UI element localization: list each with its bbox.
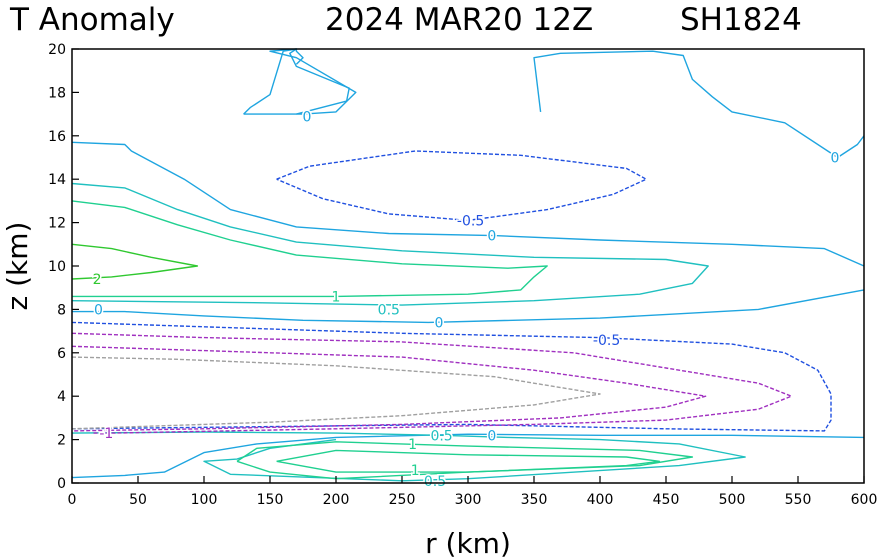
title-center: 2024 MAR20 12Z — [325, 2, 593, 38]
contour-label-9: -0.5 — [593, 333, 620, 349]
x-tick-label-10: 500 — [719, 492, 746, 508]
contour-line-neg0p5-13 — [71, 321, 832, 432]
contour-line-0p5-7 — [71, 431, 746, 482]
contour-label-4: 2 — [93, 272, 102, 288]
x-tick-label-5: 250 — [389, 492, 416, 508]
x-tick-label-6: 300 — [455, 492, 482, 508]
x-axis-ticks: 0 50 100 150 200 250 300 350 400 450 500 550 600 — [68, 476, 878, 508]
x-tick-label-0: 0 — [68, 492, 77, 508]
contour-label-14: 1 — [411, 463, 420, 479]
x-tick-label-2: 100 — [191, 492, 218, 508]
x-axis-label: r (km) — [425, 527, 511, 559]
contour-line-neg1p5-16 — [71, 356, 601, 430]
contour-label-7: 0 — [94, 302, 103, 318]
contour-label-6: 0.5 — [378, 302, 400, 318]
x-tick-label-12: 600 — [851, 492, 878, 508]
y-tick-label-10: 20 — [48, 42, 66, 58]
x-tick-label-11: 550 — [785, 492, 812, 508]
x-tick-label-1: 50 — [129, 492, 147, 508]
contour-line-0-3 — [71, 141, 865, 267]
title-right: SH1824 — [680, 2, 802, 38]
y-tick-label-5: 10 — [48, 259, 66, 275]
contour-line-0-4 — [72, 289, 865, 324]
contour-label-3: 0 — [487, 229, 496, 245]
contour-line-neg0p5-12 — [276, 150, 647, 222]
contour-label-5: 1 — [332, 289, 341, 305]
y-tick-label-4: 8 — [57, 302, 66, 318]
contour-label-2: -0.5 — [457, 213, 484, 229]
x-tick-label-9: 450 — [653, 492, 680, 508]
contour-line-0p5-6 — [71, 182, 709, 306]
contour-label-11: 0.5 — [430, 428, 452, 444]
contour-label-12: 0 — [487, 428, 496, 444]
contour-label-10: -1 — [99, 426, 113, 442]
contour-line-1-9 — [236, 441, 694, 480]
y-tick-label-0: 0 — [57, 476, 66, 492]
contour-line-0-2 — [533, 50, 865, 159]
contour-line-2-11 — [71, 243, 199, 280]
contour-label-0: 0 — [303, 109, 312, 125]
contour-line-neg1-14 — [71, 332, 793, 434]
contour-lines — [71, 48, 865, 482]
y-tick-label-6: 12 — [48, 216, 66, 232]
y-tick-label-7: 14 — [48, 172, 66, 188]
contour-label-15: 0.5 — [424, 474, 446, 490]
x-tick-label-8: 400 — [587, 492, 614, 508]
contour-line-0-1 — [243, 48, 350, 115]
contour-label-13: 1 — [408, 437, 417, 453]
y-axis-ticks: 0 2 4 6 8 10 12 14 16 18 20 — [48, 42, 79, 492]
x-tick-label-3: 150 — [257, 492, 284, 508]
contour-line-1-8 — [71, 200, 548, 298]
contour-line-0-0 — [243, 48, 357, 115]
y-axis-label: z (km) — [1, 222, 34, 311]
y-tick-label-1: 2 — [57, 433, 66, 449]
title-left: T Anomaly — [9, 2, 175, 38]
y-tick-label-8: 16 — [48, 129, 66, 145]
contour-line-1-10 — [276, 449, 661, 473]
contour-line-0-5 — [71, 433, 865, 479]
x-tick-label-4: 200 — [323, 492, 350, 508]
y-tick-label-2: 4 — [57, 389, 66, 405]
x-tick-label-7: 350 — [521, 492, 548, 508]
y-tick-label-3: 6 — [57, 346, 66, 362]
contour-label-1: 0 — [831, 151, 840, 167]
contour-label-8: 0 — [435, 315, 444, 331]
y-tick-label-9: 18 — [48, 85, 66, 101]
contour-line-neg1-15 — [71, 345, 707, 432]
